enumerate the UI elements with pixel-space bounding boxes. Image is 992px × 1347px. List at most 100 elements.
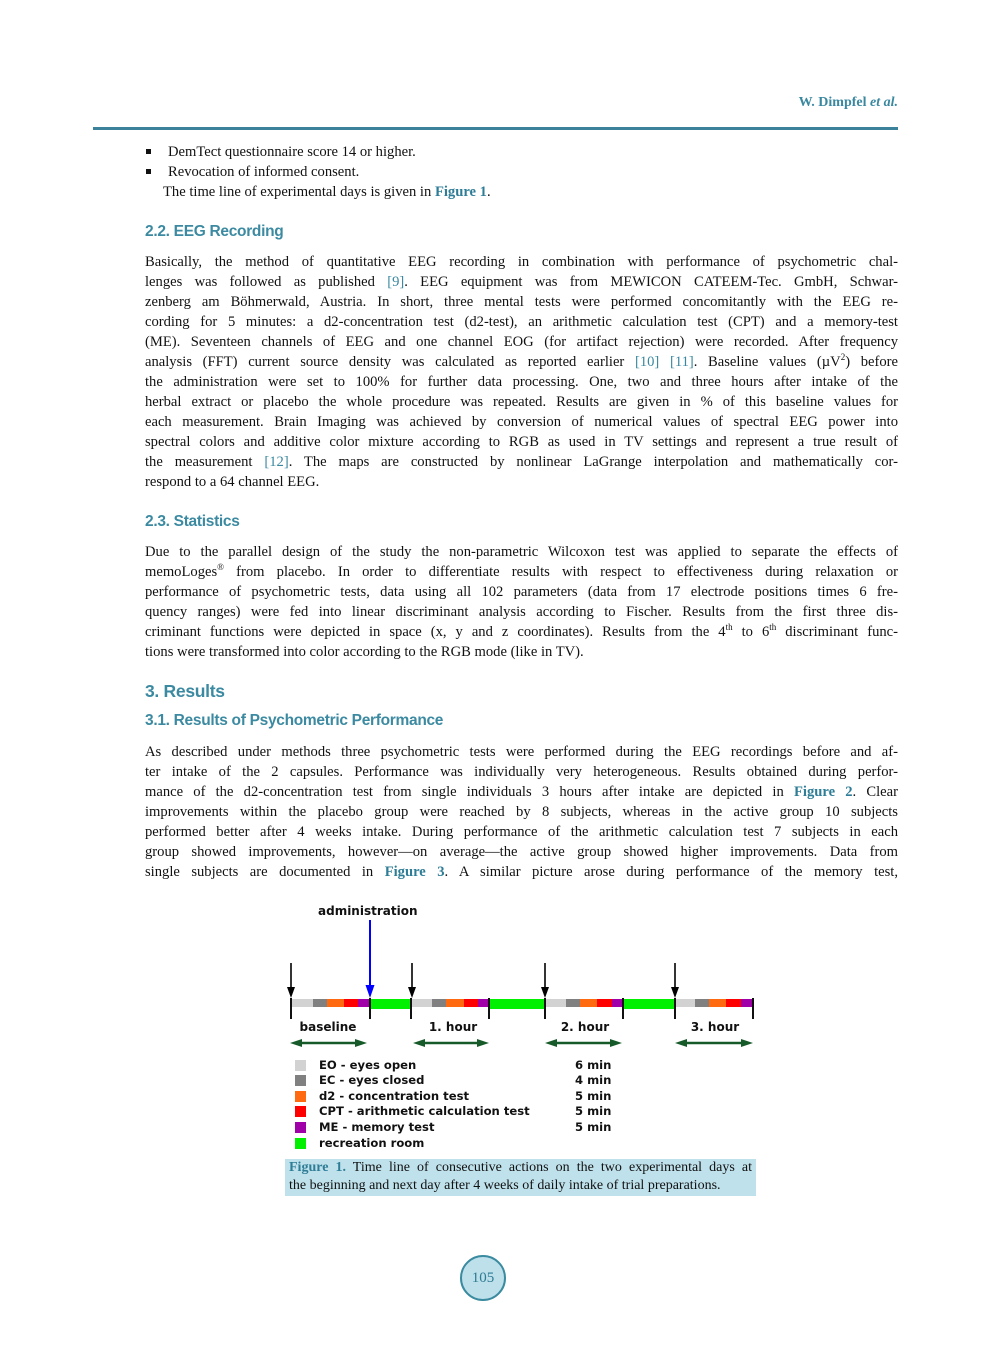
paragraph-line: the administration were set to 100% for … bbox=[145, 374, 898, 390]
section-heading-statistics: 2.3. Statistics bbox=[145, 513, 240, 530]
double-arrow-icon bbox=[675, 1039, 753, 1047]
legend-label: recreation room bbox=[319, 1136, 425, 1150]
down-arrow-icon bbox=[408, 963, 416, 998]
caption-line: the beginning and next day after 4 weeks… bbox=[289, 1178, 721, 1193]
paragraph-line: Due to the parallel design of the study … bbox=[145, 544, 898, 560]
legend-swatch-d2-test bbox=[295, 1091, 306, 1102]
period-label-hour-3: 3. hour bbox=[690, 1020, 740, 1034]
citation-link[interactable]: [10] bbox=[634, 354, 660, 370]
segment-eyes-open bbox=[546, 999, 566, 1007]
superscript: 2 bbox=[840, 352, 846, 362]
segment-cpt-test bbox=[344, 999, 358, 1007]
paragraph-line: ter intake of the 2 capsules. Performanc… bbox=[145, 764, 898, 780]
segment-cpt-test bbox=[597, 999, 612, 1007]
timeline-tick bbox=[369, 998, 371, 1019]
segment-eyes-closed bbox=[432, 999, 446, 1007]
figure-link[interactable]: Figure 2 bbox=[793, 784, 853, 800]
legend-swatch-eyes-closed bbox=[295, 1075, 306, 1086]
paragraph-line: (ME). Seventeen channels of EEG and one … bbox=[145, 334, 898, 350]
figure-link[interactable]: Figure 3 bbox=[384, 864, 445, 880]
segment-eyes-open bbox=[412, 999, 432, 1007]
paragraph-line: quency ranges) were fed into linear disc… bbox=[145, 604, 898, 620]
segment-memory-test bbox=[741, 999, 752, 1007]
caption-label: Figure 1. bbox=[289, 1160, 346, 1175]
segment-memory-test bbox=[612, 999, 623, 1007]
double-arrow-icon bbox=[545, 1039, 622, 1047]
legend-label: EC - eyes closed bbox=[319, 1073, 425, 1087]
header-rule bbox=[93, 127, 898, 130]
segment-eyes-closed bbox=[313, 999, 327, 1007]
paragraph-line: analysis (FFT) current source density wa… bbox=[145, 352, 899, 371]
legend-duration: 5 min bbox=[575, 1089, 612, 1103]
paragraph-line: performance of psychometric tests, data … bbox=[145, 584, 898, 600]
period-label-hour-1: 1. hour bbox=[428, 1020, 478, 1034]
down-arrow-icon bbox=[541, 963, 549, 998]
segment-recreation bbox=[490, 999, 545, 1009]
legend-label: d2 - concentration test bbox=[319, 1089, 470, 1103]
paragraph-line: The time line of experimental days is gi… bbox=[163, 184, 491, 200]
segment-cpt-test bbox=[464, 999, 478, 1007]
segment-recreation bbox=[371, 999, 411, 1009]
paragraph-line: tions were transformed into color accord… bbox=[145, 644, 584, 660]
double-arrow-icon bbox=[413, 1039, 489, 1047]
timeline-tick bbox=[752, 998, 754, 1019]
paragraph-line: respond to a 64 channel EEG. bbox=[145, 474, 320, 490]
legend-swatch-eyes-open bbox=[295, 1060, 306, 1071]
et-al: et al. bbox=[870, 95, 898, 110]
statistics-paragraph: Due to the parallel design of the study … bbox=[145, 542, 898, 662]
paragraph-line: group showed improvements, however—on av… bbox=[145, 844, 898, 860]
legend-swatch-recreation bbox=[295, 1138, 306, 1149]
segment-d2-test bbox=[709, 999, 726, 1007]
legend-label: EO - eyes open bbox=[319, 1058, 417, 1072]
segment-memory-test bbox=[358, 999, 370, 1007]
paragraph-line: mance of the d2-concentration test from … bbox=[145, 784, 898, 800]
figure-link[interactable]: Figure 1 bbox=[434, 184, 487, 200]
legend-duration: 4 min bbox=[575, 1073, 612, 1087]
segment-d2-test bbox=[446, 999, 464, 1007]
segment-d2-test bbox=[327, 999, 344, 1007]
segment-eyes-closed bbox=[695, 999, 709, 1007]
paragraph-line: improvements within the placebo group we… bbox=[145, 804, 898, 820]
section-heading-eeg-recording: 2.2. EEG Recording bbox=[145, 223, 284, 240]
segment-eyes-open bbox=[292, 999, 313, 1007]
paragraph-line: Basically, the method of quantitative EE… bbox=[145, 254, 898, 270]
author-name: W. Dimpfel bbox=[798, 95, 870, 110]
paragraph-line: criminant functions were depicted in spa… bbox=[145, 622, 898, 641]
segment-recreation bbox=[624, 999, 675, 1009]
period-label-baseline: baseline bbox=[299, 1020, 357, 1034]
bullet-text: Revocation of informed consent. bbox=[168, 164, 360, 180]
page-number: 105 bbox=[460, 1255, 506, 1301]
legend-duration: 6 min bbox=[575, 1058, 612, 1072]
administration-arrow-icon bbox=[365, 920, 375, 998]
segment-memory-test bbox=[478, 999, 489, 1007]
citation-link[interactable]: [11] bbox=[669, 354, 694, 370]
paragraph-line: spectral colors and additive color mixtu… bbox=[145, 434, 898, 450]
timeline-tick bbox=[290, 998, 292, 1019]
superscript: th bbox=[725, 622, 733, 632]
down-arrow-icon bbox=[671, 963, 679, 998]
bullet-text: DemTect questionnaire score 14 or higher… bbox=[168, 144, 416, 160]
section-heading-results: 3. Results bbox=[145, 681, 225, 701]
segment-eyes-closed bbox=[566, 999, 580, 1007]
paragraph-line: the measurement [12]. The maps are const… bbox=[145, 454, 898, 470]
period-label-hour-2: 2. hour bbox=[560, 1020, 610, 1034]
bullet-square-icon bbox=[146, 149, 151, 154]
legend-duration: 5 min bbox=[575, 1120, 612, 1134]
paragraph-line: cording for 5 minutes: a d2-concentratio… bbox=[145, 314, 898, 330]
citation-link[interactable]: [12] bbox=[264, 454, 289, 470]
caption-line: Figure 1. Time line of consecutive actio… bbox=[289, 1159, 752, 1177]
superscript: th bbox=[769, 622, 777, 632]
timeline-tick bbox=[488, 998, 490, 1019]
citation-link[interactable]: [9] bbox=[387, 274, 405, 290]
segment-cpt-test bbox=[726, 999, 741, 1007]
paragraph-line: lenges was followed as published [9]. EE… bbox=[145, 274, 898, 290]
superscript: ® bbox=[217, 562, 224, 572]
legend-label: ME - memory test bbox=[319, 1120, 435, 1134]
legend-swatch-memory-test bbox=[295, 1122, 306, 1133]
eeg-recording-paragraph: Basically, the method of quantitative EE… bbox=[145, 252, 898, 492]
paragraph-line: zenberg am Böhmerwald, Austria. In short… bbox=[145, 294, 898, 310]
segment-eyes-open bbox=[676, 999, 695, 1007]
administration-label: administration bbox=[318, 904, 418, 918]
running-head: W. Dimpfel et al. bbox=[799, 93, 898, 113]
